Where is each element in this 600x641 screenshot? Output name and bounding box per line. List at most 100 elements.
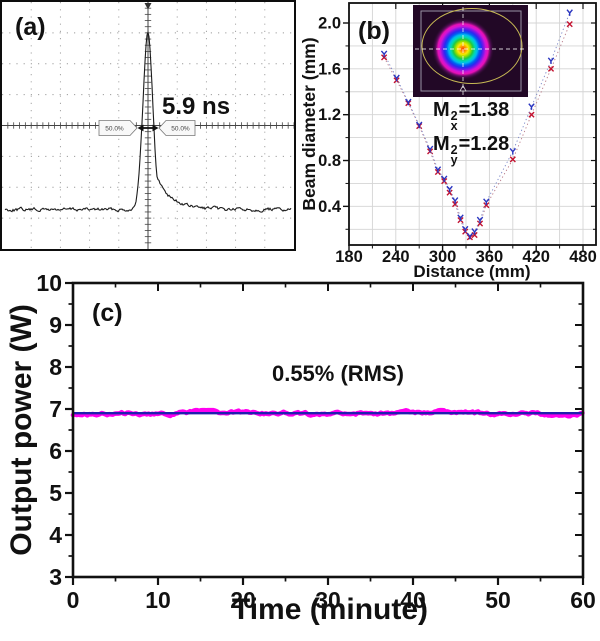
b-x-tick-label: 420 — [522, 248, 550, 266]
b-x-axis-label: Distance (mm) — [413, 262, 530, 281]
c-x-tick-label: 60 — [570, 587, 596, 613]
c-y-axis-label: Output power (W) — [5, 304, 38, 556]
b-data-marker-Y — [461, 225, 469, 233]
m2x-sub: x — [450, 119, 458, 133]
panel-b-label: (b) — [358, 17, 390, 45]
power-stability-dynamic: 0 10 20 30 40 50 60 3 4 5 6 7 8 9 10 — [36, 270, 595, 613]
b-data-marker-Y — [440, 175, 448, 183]
m2x-base: M — [433, 99, 450, 121]
b-tick-labels: 180 240 300 360 420 480 0.4 0.8 1.2 1.6 2.0 — [318, 15, 597, 267]
c-x-tick-label: 30 — [315, 587, 341, 613]
b-data-marker-x — [566, 21, 573, 28]
b-data-marker-Y — [566, 9, 573, 16]
b-plot-frame — [348, 2, 597, 246]
b-data-marker-x — [446, 189, 453, 196]
c-y-tick-label: 4 — [49, 522, 62, 548]
b-data-marker-Y — [471, 228, 478, 235]
panel-c-label: (c) — [92, 299, 123, 327]
half-max-cursor-right: 50.0% — [158, 120, 196, 136]
b-y-tick-label: 2.0 — [318, 15, 341, 33]
oscilloscope-dynamic — [2, 2, 294, 249]
b-data-marker-x — [509, 156, 516, 163]
c-tick-labels: 0 10 20 30 40 50 60 3 4 5 6 7 8 9 10 — [36, 270, 595, 613]
inset-bottom-marker — [459, 84, 467, 92]
c-y-tick-label: 6 — [49, 438, 62, 464]
c-y-tick-label: 9 — [49, 312, 62, 338]
beam-profile-inset — [413, 5, 528, 97]
c-x-tick-label: 20 — [230, 587, 256, 613]
cursor-left-label: 50.0% — [105, 126, 124, 133]
a-pulse-trace — [4, 30, 292, 213]
cursor-flag-left — [98, 120, 138, 136]
b-data-marker-Y — [547, 57, 555, 64]
b-data-marker-Y — [380, 50, 388, 58]
b-data-marker-Y — [451, 197, 459, 204]
c-axis-ticks — [65, 281, 585, 585]
trigger-marker-icon — [144, 3, 152, 10]
pulse-width-annotation: 5.9 ns — [162, 93, 230, 120]
inset-aperture-circle — [421, 8, 523, 84]
b-data-marker-Y — [393, 74, 400, 82]
c-y-tick-label: 3 — [49, 564, 62, 590]
b-data-marker-Y — [426, 145, 434, 153]
m2y-line: M 2 y =1.28 — [433, 131, 583, 167]
c-y-tick-label: 10 — [36, 270, 62, 296]
panel-a-label: (a) — [15, 13, 46, 41]
c-x-tick-label: 0 — [67, 587, 80, 613]
m2-annotation: M 2 x =1.38 M 2 y =1.28 — [433, 97, 583, 167]
c-x-tick-label: 40 — [400, 587, 426, 613]
b-data-marker-Y — [483, 198, 490, 206]
m2y-sup: 2 — [450, 143, 458, 157]
b-data-marker-Y — [446, 185, 453, 193]
b-x-tick-label: 480 — [569, 248, 597, 266]
cursor-flag-right — [158, 120, 196, 136]
b-data-marker-Y — [528, 103, 535, 110]
m2x-value: =1.38 — [458, 99, 510, 121]
m2y-sub: y — [450, 153, 458, 167]
b-y-tick-label: 0.4 — [318, 198, 342, 216]
b-x-tick-label: 360 — [476, 248, 504, 266]
c-y-tick-label: 8 — [49, 354, 62, 380]
b-x-tick-label: 180 — [335, 248, 363, 266]
b-data-marker-x — [528, 111, 535, 118]
c-x-tick-label: 50 — [485, 587, 511, 613]
beam-caustic-dynamic: 180 240 300 360 420 480 0.4 0.8 1.2 1.6 2.0 — [318, 2, 597, 267]
pulse-width-arrow — [137, 124, 159, 132]
b-x-tick-label: 240 — [382, 248, 410, 266]
b-data-marker-x — [381, 54, 388, 61]
b-y-tick-label: 0.8 — [318, 152, 341, 170]
c-y-tick-label: 7 — [49, 396, 62, 422]
oscilloscope-screen: 50.0% 50.0% (a) 5.9 ns — [2, 2, 294, 249]
a-center-cross — [2, 2, 294, 249]
b-y-tick-label: 1.2 — [318, 106, 341, 124]
b-series-My2 — [380, 9, 573, 240]
b-y-axis-label: Beam diameter (mm) — [300, 37, 319, 210]
cursor-right-label: 50.0% — [171, 126, 190, 133]
m2x-sup: 2 — [450, 109, 458, 123]
b-data-marker-x — [471, 231, 478, 239]
b-data-marker-Y — [457, 214, 464, 222]
b-data-marker-Y — [509, 147, 517, 155]
c-plot-frame — [71, 281, 585, 579]
b-data-marker-x — [476, 220, 484, 227]
b-data-marker-Y — [476, 216, 484, 224]
b-y-tick-label: 1.6 — [318, 60, 341, 78]
b-x-tick-label: 300 — [429, 248, 457, 266]
rms-stability-annotation: 0.55% (RMS) — [272, 361, 404, 386]
b-data-marker-Y — [434, 166, 442, 173]
b-data-marker-Y — [405, 98, 412, 106]
b-data-marker-Y — [415, 121, 423, 129]
oscilloscope-panel: 50.0% 50.0% (a) 5.9 ns — [0, 0, 296, 251]
b-data-marker-x — [547, 65, 555, 72]
m2y-base: M — [433, 133, 450, 155]
c-x-tick-label: 10 — [145, 587, 171, 613]
m2y-value: =1.28 — [458, 133, 510, 155]
beam-caustic-panel: 180 240 300 360 420 480 0.4 0.8 1.2 1.6 2.0 (b) Be… — [300, 2, 597, 281]
c-x-axis-label: Time (minute) — [232, 593, 428, 626]
b-data-marker-Y — [466, 232, 474, 240]
inset-aperture-box — [420, 10, 522, 92]
half-max-cursor-left: 50.0% — [98, 120, 138, 136]
power-stability-panel: 0 10 20 30 40 50 60 3 4 5 6 7 8 9 10 (c) 0.55% (RMS) O… — [5, 270, 596, 626]
c-y-tick-label: 5 — [49, 480, 62, 506]
